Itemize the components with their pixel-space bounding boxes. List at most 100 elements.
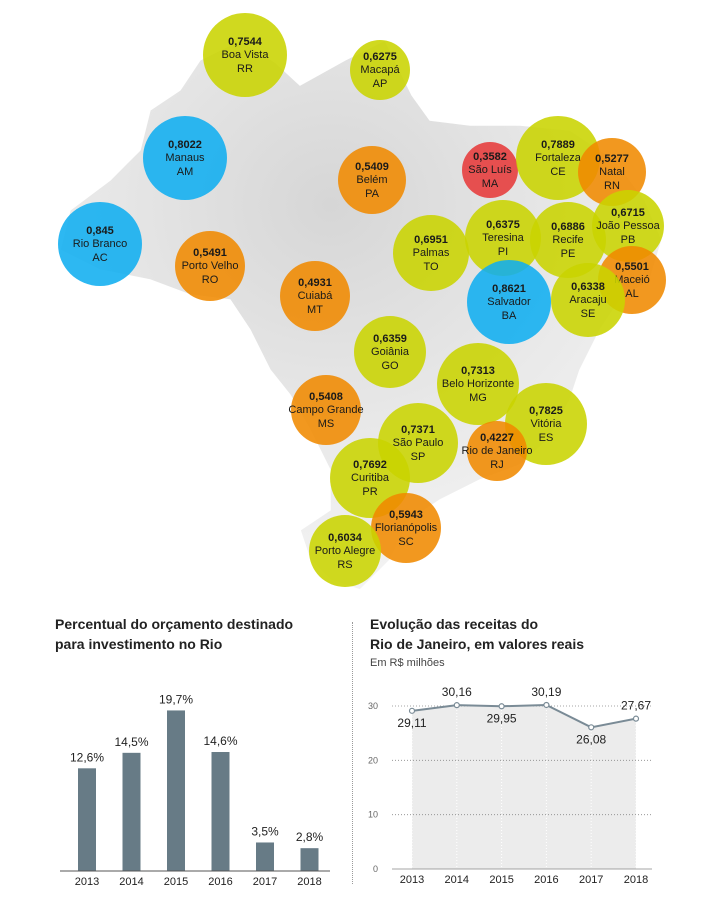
line-point-2017 — [588, 724, 595, 731]
city-index-value: 0,6359 — [373, 333, 407, 345]
bar-x-tick-label: 2016 — [208, 876, 232, 888]
city-name: Palmas — [413, 247, 450, 259]
city-index-value: 0,6951 — [414, 234, 448, 246]
y-tick-label: 30 — [368, 701, 378, 711]
bar-x-tick-label: 2017 — [253, 876, 277, 888]
city-state-code: MT — [307, 304, 323, 316]
city-index-value: 0,7313 — [461, 365, 495, 377]
city-name: Porto Alegre — [315, 545, 376, 557]
revenue-line-chart: Evolução das receitas do Rio de Janeiro,… — [368, 616, 652, 886]
city-bubble-circle — [578, 138, 646, 206]
bar-2016 — [211, 752, 230, 871]
bar-value-label: 19,7% — [159, 692, 193, 706]
city-index-value: 0,6375 — [486, 219, 520, 231]
city-index-value: 0,4227 — [480, 432, 514, 444]
line-plot-area: 0 10 20 30 29,11 2013 30,16 2014 29,95 2015 30,19 2… — [368, 685, 652, 886]
city-name: Aracaju — [569, 294, 606, 306]
city-bubble-circle — [175, 231, 245, 301]
bar-x-tick-label: 2014 — [119, 876, 143, 888]
city-bubble-circle — [437, 343, 519, 425]
y-tick-label: 10 — [368, 810, 378, 820]
city-name: São Luís — [468, 164, 512, 176]
bar-2013 — [78, 768, 96, 871]
bar-2014 — [122, 752, 141, 871]
city-index-value: 0,5277 — [595, 153, 629, 165]
bar-2017 — [256, 842, 274, 871]
bar-x-tick-label: 2015 — [164, 876, 188, 888]
line-value-label: 29,95 — [487, 711, 517, 725]
line-area-fill — [412, 704, 636, 869]
city-name: Manaus — [165, 152, 205, 164]
city-index-value: 0,5491 — [193, 247, 227, 259]
city-index-value: 0,6886 — [551, 221, 585, 233]
line-x-tick-label: 2018 — [624, 874, 648, 886]
city-bubble-circle — [551, 263, 625, 337]
line-chart-title-line-1: Evolução das receitas do — [370, 616, 538, 632]
city-index-value: 0,5409 — [355, 161, 389, 173]
y-tick-label: 0 — [373, 864, 378, 874]
city-state-code: MA — [482, 178, 499, 190]
city-state-code: AM — [177, 166, 194, 178]
city-bubble-circle — [58, 202, 142, 286]
city-index-value: 0,7371 — [401, 424, 435, 436]
city-index-value: 0,5943 — [389, 509, 423, 521]
city-name: Teresina — [482, 232, 524, 244]
city-bubble-circle — [467, 260, 551, 344]
city-bubble-circle — [354, 316, 426, 388]
city-name: Curitiba — [351, 472, 390, 484]
city-index-value: 0,8621 — [492, 283, 526, 295]
city-index-value: 0,7825 — [529, 405, 563, 417]
city-state-code: PB — [621, 234, 636, 246]
chart-divider — [352, 622, 353, 884]
city-index-value: 0,845 — [86, 225, 114, 237]
city-name: Cuiabá — [298, 290, 334, 302]
bar-2018 — [300, 848, 319, 871]
city-bubble-circle — [291, 375, 361, 445]
bar-value-label: 3,5% — [251, 824, 279, 838]
city-name: Belo Horizonte — [442, 378, 514, 390]
city-state-code: MS — [318, 418, 335, 430]
city-bubble-circle — [338, 146, 406, 214]
city-state-code: CE — [550, 166, 565, 178]
city-index-value: 0,6034 — [328, 532, 363, 544]
line-value-label: 27,67 — [621, 699, 651, 713]
city-bubble-circle — [393, 215, 469, 291]
city-state-code: ES — [539, 432, 554, 444]
city-bubble-circle — [592, 190, 664, 262]
investment-bar-chart: Percentual do orçamento destinado para i… — [55, 616, 330, 888]
city-name: Maceió — [614, 274, 649, 286]
city-name: Campo Grande — [288, 404, 363, 416]
bar-value-label: 2,8% — [296, 830, 324, 844]
bar-chart-title-line-2: para investimento no Rio — [55, 636, 222, 652]
city-index-value: 0,6338 — [571, 281, 605, 293]
line-value-label: 26,08 — [576, 732, 606, 746]
city-state-code: RS — [337, 559, 352, 571]
bar-series: 12,6% 2013 14,5% 2014 19,7% 2015 14,6% 2016 3,5%… — [70, 692, 324, 888]
city-name: Salvador — [487, 296, 531, 308]
city-state-code: SE — [581, 308, 596, 320]
line-chart-subtitle: Em R$ milhões — [370, 657, 445, 669]
city-state-code: RO — [202, 274, 219, 286]
city-index-value: 0,7544 — [228, 36, 263, 48]
city-bubble-circle — [309, 515, 381, 587]
city-name: Goiânia — [371, 346, 410, 358]
city-index-value: 0,5408 — [309, 391, 343, 403]
city-index-value: 0,7692 — [353, 459, 387, 471]
line-point-2015 — [498, 703, 505, 710]
line-point-2018 — [632, 715, 640, 722]
city-bubble-circle — [280, 261, 350, 331]
